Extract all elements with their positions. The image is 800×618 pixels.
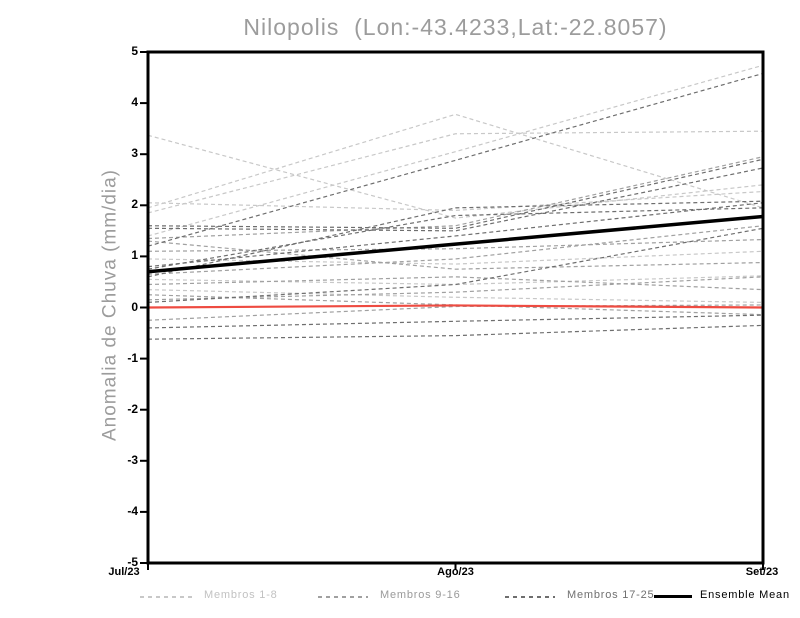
member-line-g2-7: [147, 314, 764, 329]
member-line-g2-0: [147, 72, 764, 247]
legend-label: Ensemble Mean: [700, 589, 790, 601]
member-line-g0-5: [147, 250, 764, 265]
member-line-g2-6: [147, 227, 764, 303]
y-tick-label: -3: [127, 452, 138, 467]
y-tick-label: 2: [131, 197, 138, 212]
y-tick-label: 1: [131, 248, 138, 263]
y-tick-label: 4: [131, 95, 138, 110]
member-line-g1-5: [147, 294, 764, 316]
member-line-g2-3: [147, 202, 764, 268]
member-line-g0-1: [147, 130, 764, 214]
dashed-line-sample: [140, 596, 192, 598]
x-tick-label: Jul/23: [108, 566, 140, 578]
zero-reference-line: [147, 304, 764, 309]
y-tick-label: 3: [131, 146, 138, 161]
chart-title: Nilopolis (Lon:-43.4233,Lat:-22.8057): [243, 14, 668, 40]
y-tick-label: 5: [131, 44, 138, 58]
member-line-g0-4: [147, 190, 764, 212]
y-tick-label: -1: [127, 350, 138, 365]
member-line-g1-6: [147, 304, 764, 321]
x-tick-label: Set/23: [745, 566, 779, 578]
member-line-g1-3: [147, 225, 764, 275]
member-line-g0-2: [147, 113, 764, 209]
y-tick-label: 0: [131, 299, 138, 314]
dashed-line-sample: [505, 596, 555, 598]
x-tick-label: Ago/23: [437, 566, 474, 578]
y-tick-label: -4: [127, 503, 138, 518]
solid-line-sample: [654, 595, 692, 598]
member-line-g0-6: [147, 289, 764, 303]
y-tick-label: -2: [127, 401, 138, 416]
member-line-g1-4: [147, 276, 764, 291]
y-tick-label: -5: [127, 555, 138, 569]
legend-label: Membros 17-25: [567, 589, 655, 601]
member-line-g2-5: [147, 200, 764, 278]
member-line-g1-7: [147, 276, 764, 301]
member-line-g1-2: [147, 238, 764, 252]
member-line-g0-7: [147, 275, 764, 286]
member-line-g2-8: [147, 324, 764, 340]
member-line-g0-3: [147, 64, 764, 237]
legend-label: Membros 9-16: [380, 589, 461, 601]
ensemble-mean-line: [147, 214, 764, 274]
member-line-g0-0: [147, 134, 764, 219]
member-line-g1-1: [147, 240, 764, 270]
dashed-line-sample: [318, 596, 368, 598]
legend-label: Membros 1-8: [204, 589, 278, 601]
legend: Membros 1-8 Membros 9-16 Membros 17-25 E…: [0, 589, 800, 609]
